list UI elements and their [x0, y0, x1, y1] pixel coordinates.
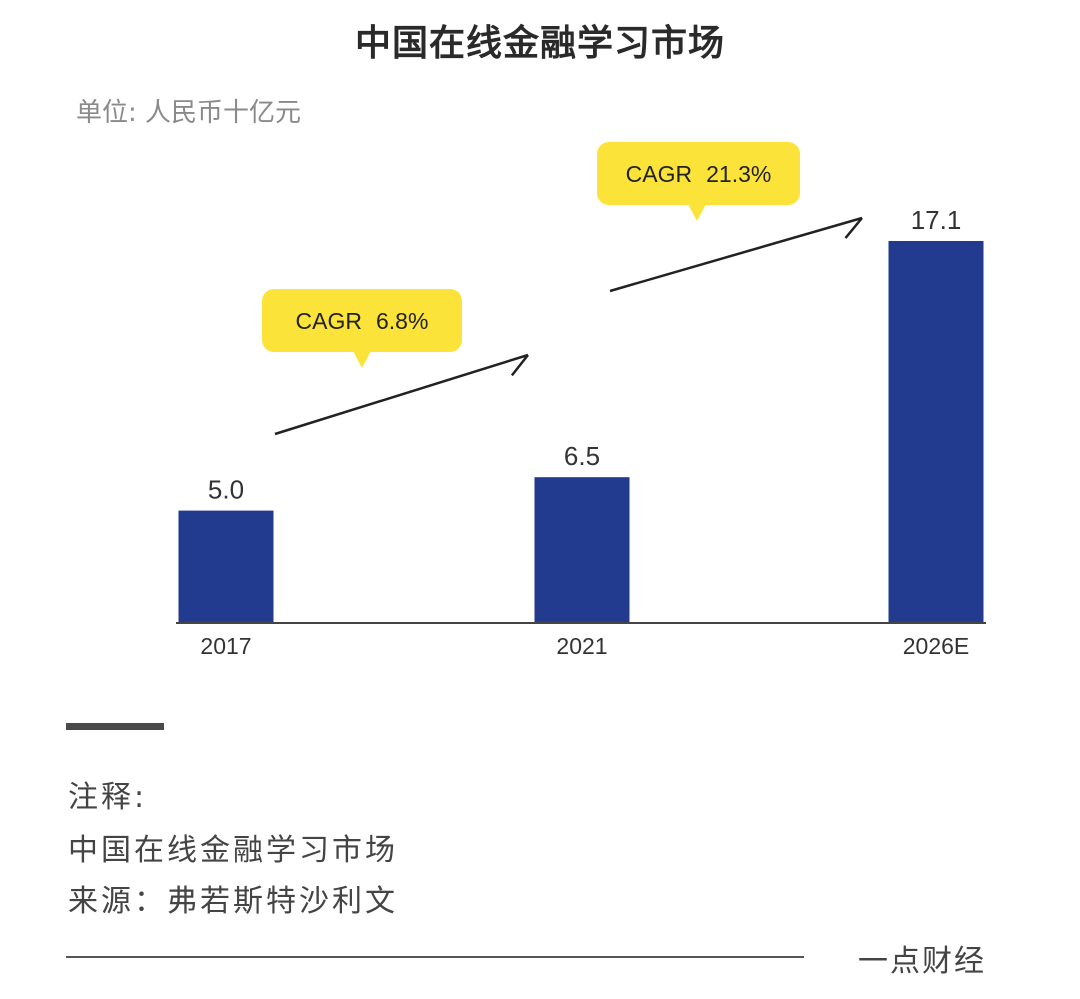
value-label-2026E: 17.1	[911, 205, 962, 235]
cagr-value-1: 6.8%	[376, 308, 428, 334]
cagr-callout-1-tail	[353, 351, 371, 368]
notes-source: 来源：弗若斯特沙利文	[68, 884, 398, 919]
value-label-2017: 5.0	[208, 475, 244, 505]
category-label-2026E: 2026E	[903, 633, 970, 659]
notes-label: 注释:	[68, 780, 148, 815]
bar-2026E	[888, 241, 984, 622]
growth-arrow-1-head	[510, 354, 529, 377]
category-label-2017: 2017	[200, 633, 251, 659]
cagr-text-1: CAGR 6.8%	[296, 308, 429, 334]
growth-arrow-2-head	[844, 217, 863, 239]
cagr-text-2: CAGR 21.3%	[626, 161, 772, 187]
growth-arrow-1-line	[274, 353, 529, 436]
notes-divider	[66, 723, 164, 730]
cagr-value-2: 21.3%	[706, 161, 771, 187]
unit-label: 单位: 人民币十亿元	[76, 98, 302, 128]
cagr-callout-2-tail	[688, 204, 706, 221]
growth-arrow-2-line	[609, 216, 863, 293]
chart-title: 中国在线金融学习市场	[354, 23, 725, 64]
notes-line-1: 中国在线金融学习市场	[68, 833, 398, 868]
cagr-callout-2	[597, 142, 800, 205]
cagr-label-1: CAGR	[296, 308, 362, 334]
bar-2021	[534, 477, 630, 622]
bar-chart: 5.0 2017 6.5 2021 17.1 2026E CAGR 6.8% CAGR 21.3%	[176, 142, 986, 659]
category-label-2021: 2021	[556, 633, 607, 659]
bar-2017	[178, 510, 274, 622]
footer-divider	[66, 956, 804, 958]
cagr-callout-1	[262, 289, 462, 352]
brand-label: 一点财经	[858, 944, 986, 979]
cagr-label-2: CAGR	[626, 161, 692, 187]
value-label-2021: 6.5	[564, 441, 600, 471]
